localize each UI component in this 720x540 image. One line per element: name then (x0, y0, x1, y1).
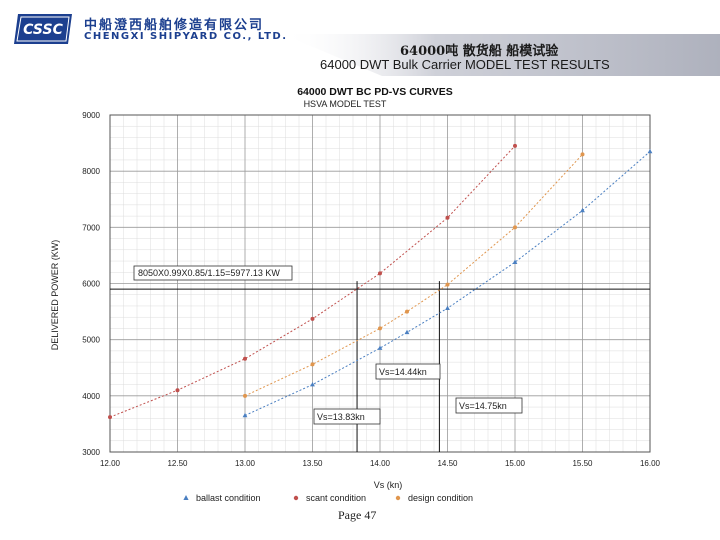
data-point-0 (310, 382, 315, 387)
slide-title-en: 64000 DWT Bulk Carrier MODEL TEST RESULT… (320, 57, 610, 72)
data-point-1 (310, 316, 315, 321)
annotation-vs-1475-text: Vs=14.75kn (459, 401, 507, 411)
data-point-1 (243, 356, 247, 361)
slide-title-cn: 64000吨 散货船 船模试验 (400, 44, 559, 59)
legend-marker (293, 495, 299, 501)
data-point-2 (445, 282, 450, 287)
y-tick-label: 9000 (82, 111, 100, 120)
data-point-2 (405, 309, 409, 314)
x-tick-label: 15.00 (505, 459, 526, 468)
y-tick-label: 6000 (82, 280, 100, 289)
annotation-vs-1444: Vs=14.44kn (375, 363, 441, 380)
series-line-2 (244, 153, 583, 397)
company-name-cn: 中船澄西船舶修造有限公司 (84, 18, 265, 33)
annotation-vs-1444-text: Vs=14.44kn (379, 367, 427, 377)
data-point-1 (378, 271, 382, 276)
chart-legend: ballast condition scant condition design c… (183, 493, 473, 503)
y-tick-label: 8000 (82, 167, 100, 176)
y-axis-ticks: 3000 4000 5000 6000 7000 8000 9000 (82, 111, 100, 457)
series-line-0 (244, 151, 651, 416)
legend-marker (183, 495, 189, 500)
x-tick-label: 12.00 (100, 459, 121, 468)
plot-frame (109, 114, 651, 453)
x-tick-label: 14.00 (370, 459, 391, 468)
y-tick-label: 7000 (82, 223, 100, 232)
annotation-vs-1475: Vs=14.75kn (455, 397, 523, 414)
y-tick-label: 4000 (82, 392, 100, 401)
x-tick-label: 13.50 (302, 459, 323, 468)
x-tick-label: 13.00 (235, 459, 256, 468)
x-tick-label: 16.00 (640, 459, 661, 468)
data-point-0 (647, 148, 653, 154)
data-point-1 (513, 143, 517, 148)
legend-label: design condition (408, 493, 473, 503)
x-axis-label: Vs (kn) (374, 480, 403, 490)
legend-label: scant condition (306, 493, 366, 503)
annotation-power-text: 8050X0.99X0.85/1.15=5977.13 KW (138, 268, 280, 278)
data-point-0 (445, 305, 450, 311)
data-point-0 (377, 345, 383, 350)
cssc-logo: CSSC (14, 14, 72, 44)
x-axis-ticks: 12.00 12.50 13.00 13.50 14.00 14.50 15.00 15.50… (100, 459, 661, 468)
series-layer (108, 143, 653, 420)
annotation-vs-1383: Vs=13.83kn (313, 408, 381, 425)
data-point-2 (513, 225, 517, 230)
data-point-2 (243, 393, 247, 398)
y-tick-label: 5000 (82, 336, 100, 345)
data-point-2 (378, 326, 382, 331)
legend-marker (395, 495, 401, 501)
slide-header: CSSC 中船澄西船舶修造有限公司 CHENGXI SHIPYARD CO., … (0, 0, 720, 76)
chart-title: 64000 DWT BC PD-VS CURVES (297, 86, 453, 98)
logo-text: CSSC (23, 22, 63, 38)
data-point-0 (242, 412, 248, 418)
data-point-0 (580, 207, 585, 213)
x-tick-label: 12.50 (167, 459, 188, 468)
y-axis-label: DELIVERED POWER (KW) (50, 240, 60, 351)
data-point-0 (512, 259, 518, 264)
data-point-1 (108, 415, 112, 420)
data-point-0 (404, 329, 410, 335)
annotation-power: 8050X0.99X0.85/1.15=5977.13 KW (133, 265, 293, 281)
data-point-1 (175, 388, 180, 393)
legend-label: ballast condition (196, 493, 261, 503)
header-band (282, 34, 720, 76)
x-tick-label: 15.50 (572, 459, 593, 468)
chart-subtitle: HSVA MODEL TEST (304, 99, 387, 109)
page-number: Page 47 (338, 508, 377, 522)
annotation-vs-1383-text: Vs=13.83kn (317, 412, 365, 422)
data-point-2 (580, 152, 585, 157)
data-point-1 (445, 215, 450, 220)
x-tick-label: 14.50 (437, 459, 458, 468)
y-tick-label: 3000 (82, 448, 100, 457)
data-point-2 (310, 362, 315, 367)
company-name-en: CHENGXI SHIPYARD CO., LTD. (84, 31, 288, 42)
